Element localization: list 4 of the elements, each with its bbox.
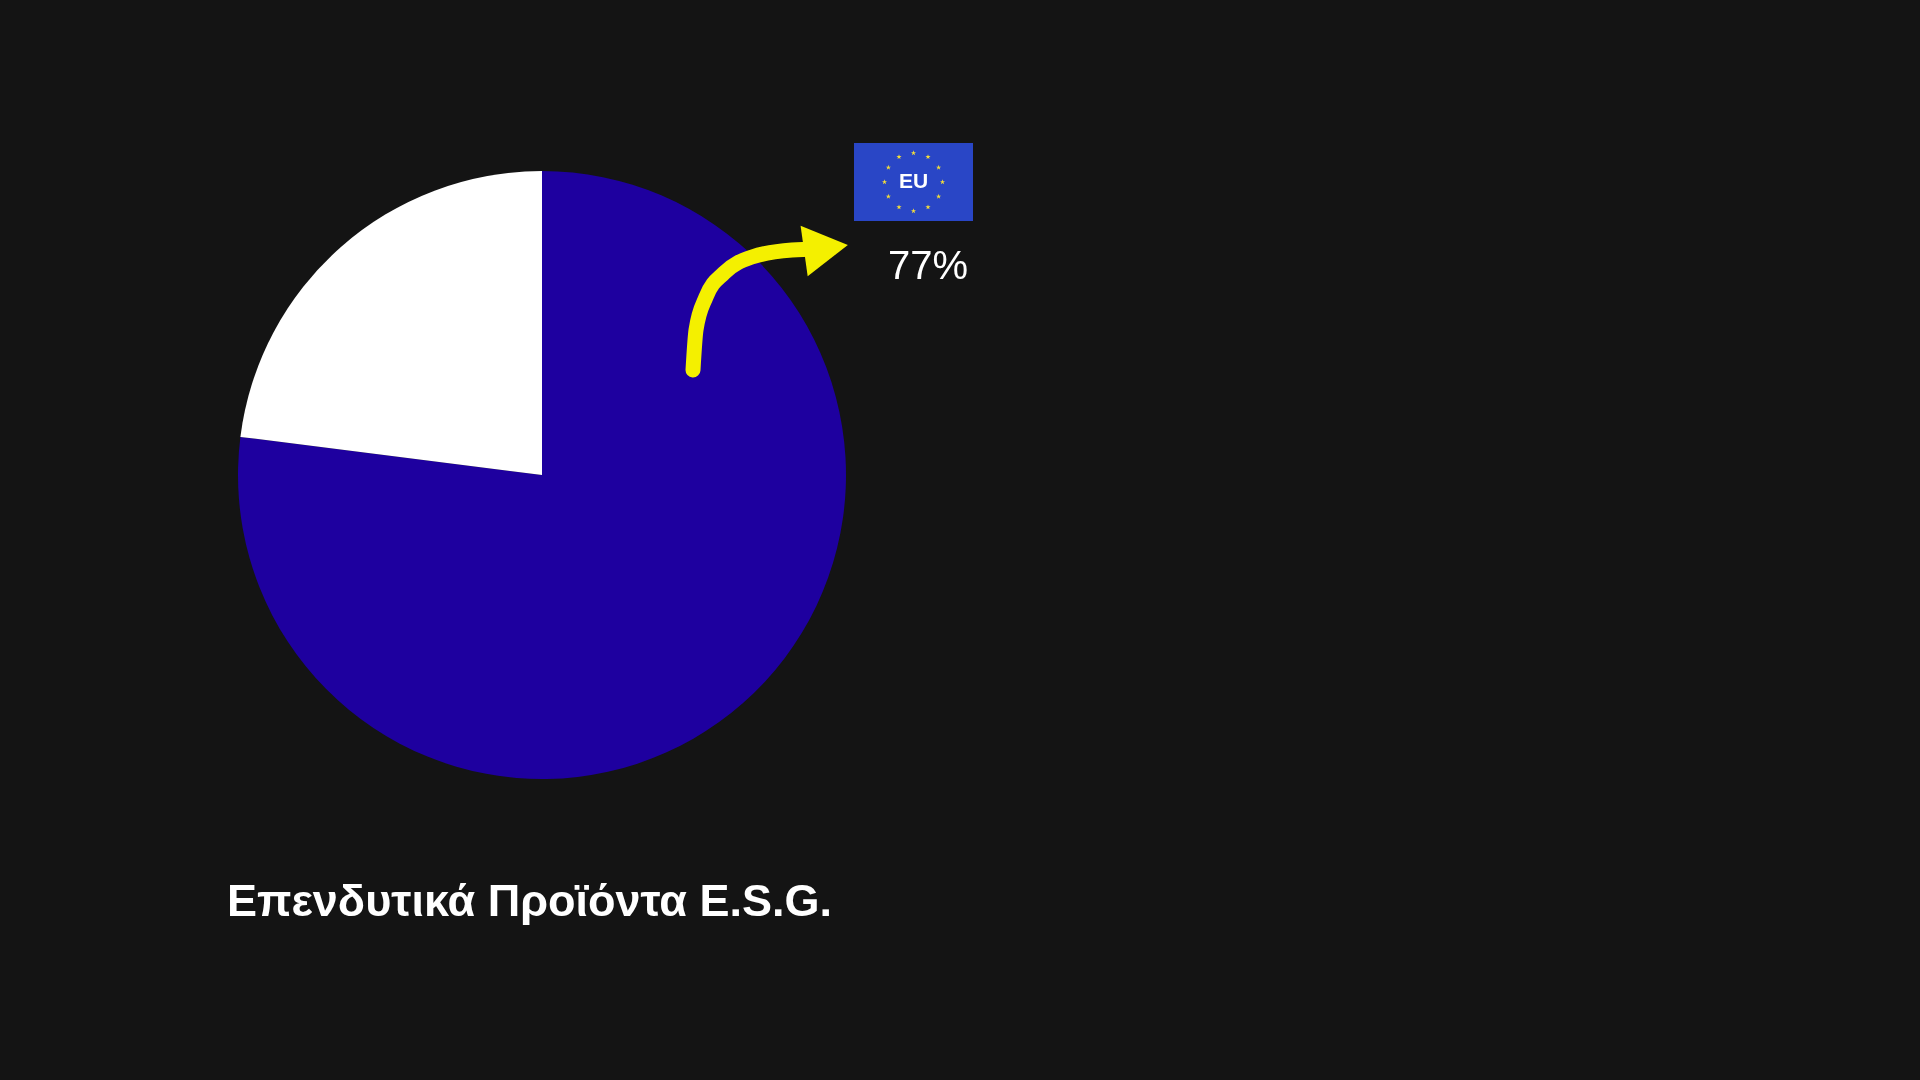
data-label: 77% (887, 243, 969, 287)
pie-slice (240, 171, 542, 475)
pie-slice (238, 171, 846, 779)
text: Επενδυτικά Προϊόντα E.S.G. (227, 875, 833, 926)
